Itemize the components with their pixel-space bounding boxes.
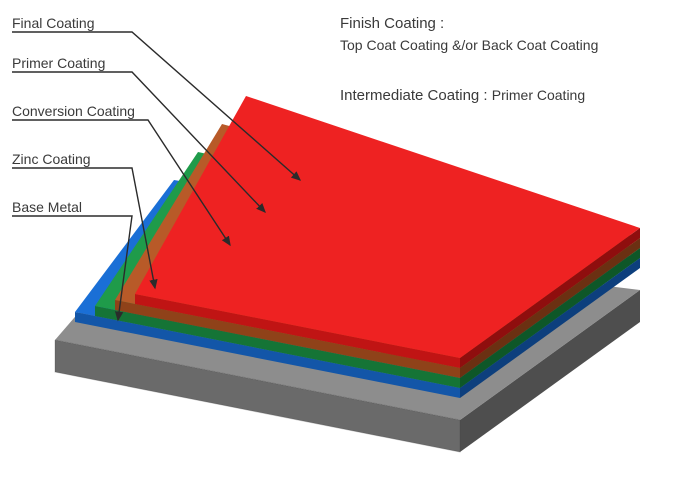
- label-conversion: Conversion Coating: [12, 103, 135, 119]
- label-final: Final Coating: [12, 15, 95, 31]
- intermediate-coating: Intermediate Coating : Primer Coating: [340, 87, 585, 104]
- finish-coating-desc: Top Coat Coating &/or Back Coat Coating: [340, 37, 598, 53]
- label-zinc: Zinc Coating: [12, 151, 91, 167]
- coating-layers-diagram: Final Coating Primer Coating Conversion Co…: [0, 0, 700, 500]
- finish-coating-title: Finish Coating :: [340, 15, 444, 32]
- label-base: Base Metal: [12, 199, 82, 215]
- label-primer: Primer Coating: [12, 55, 105, 71]
